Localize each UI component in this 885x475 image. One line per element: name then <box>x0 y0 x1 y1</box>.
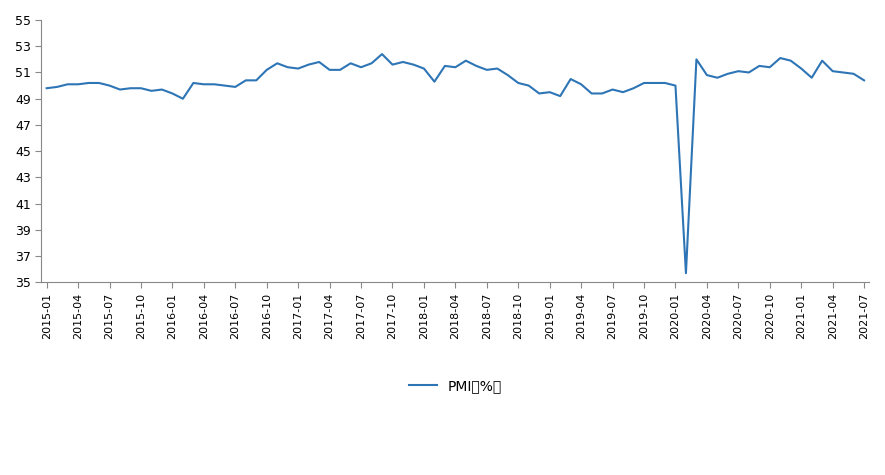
Legend: PMI（%）: PMI（%） <box>404 373 507 399</box>
